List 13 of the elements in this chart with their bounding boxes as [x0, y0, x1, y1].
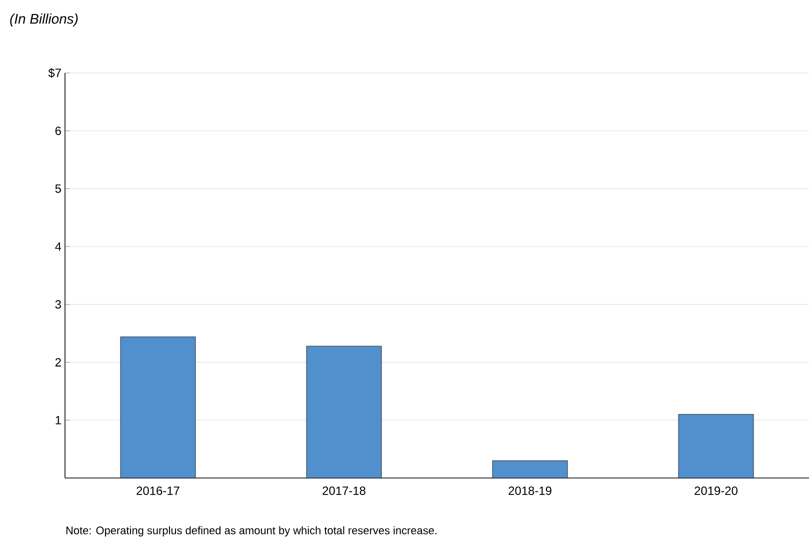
- y-tick-label: $7: [48, 68, 61, 78]
- y-tick-label: 2: [55, 358, 61, 366]
- text: Note: Operating surplus defined as amount by which total reserves increase.: [66, 526, 436, 536]
- x-tick-label: 2017-18: [322, 486, 366, 495]
- chart-title: (In Billions): [10, 14, 78, 26]
- y-tick-label: 6: [55, 126, 61, 136]
- x-tick-label: 2016-17: [136, 486, 180, 495]
- y-tick-label: 5: [55, 184, 61, 193]
- x-tick-label: 2019-20: [694, 486, 738, 495]
- y-tick-label: 3: [55, 300, 61, 309]
- x-tick-label: 2018-19: [508, 486, 552, 495]
- y-tick-label: 4: [55, 242, 62, 251]
- y-tick-label: 1: [56, 416, 61, 424]
